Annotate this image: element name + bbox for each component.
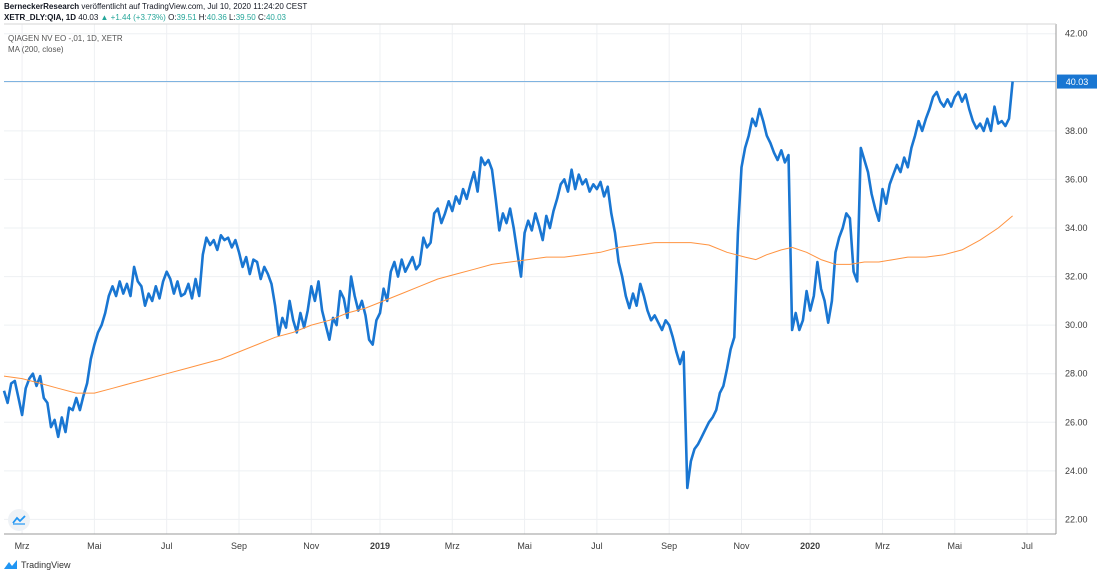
low-label: L: [229,13,236,22]
chart-legend: QIAGEN NV EO -,01, 1D, XETR MA (200, clo… [8,33,123,55]
x-tick-label: Sep [231,541,247,551]
change-value: +1.44 (+3.73%) [110,13,166,22]
publisher-name[interactable]: BerneckerResearch [4,2,80,11]
high-value: 40.36 [206,13,227,22]
y-tick-label: 30.00 [1065,320,1088,330]
x-tick-label: Mrz [445,541,460,551]
x-tick-label: Sep [661,541,677,551]
close-value: 40.03 [265,13,287,22]
low-value: 39.50 [235,13,256,22]
x-tick-label: Mai [517,541,532,551]
x-tick-label: Nov [733,541,750,551]
y-tick-label: 34.00 [1065,223,1088,233]
last-price-label-box [1057,74,1097,89]
y-tick-label: 24.00 [1065,466,1088,476]
high-label: H: [198,13,207,22]
y-tick-label: 38.00 [1065,126,1088,136]
y-tick-label: 32.00 [1065,272,1088,282]
last-price: 40.03 [78,13,99,22]
legend-ma-name[interactable]: MA (200, close) [8,45,64,54]
tradingview-logo-icon [4,560,17,569]
price-series-line[interactable] [2,81,1014,490]
y-tick-label: 26.00 [1065,417,1088,427]
footer-brand[interactable]: TradingView [4,560,71,570]
legend-series-name[interactable]: QIAGEN NV EO -,01, 1D, XETR [8,34,123,43]
footer-brand-label: TradingView [21,560,71,570]
x-tick-label: Mrz [15,541,30,551]
tradingview-badge-icon[interactable] [8,509,30,531]
close-label: C: [257,13,266,22]
ma-series-line[interactable] [3,215,1013,394]
change-arrow-icon: ▲ [100,13,109,22]
x-tick-label: Nov [303,541,320,551]
x-tick-label: Jul [1021,541,1033,551]
x-tick-label: Mai [948,541,963,551]
symbol-label[interactable]: XETR_DLY:QIA, 1D [4,13,77,22]
x-tick-label: 2019 [370,541,390,551]
x-tick-label: Jul [161,541,173,551]
y-tick-label: 36.00 [1065,174,1088,184]
last-price-label: 40.03 [1066,77,1089,87]
y-tick-label: 28.00 [1065,369,1088,379]
open-label: O: [168,13,177,22]
x-tick-label: Jul [591,541,603,551]
y-tick-label: 42.00 [1065,29,1088,39]
y-tick-label: 22.00 [1065,514,1088,524]
x-tick-label: Mrz [875,541,890,551]
published-text: veröffentlicht auf TradingView.com, Jul … [81,2,308,11]
symbol-info: XETR_DLY:QIA, 1D 40.03 ▲ +1.44 (+3.73%) … [4,13,286,22]
x-tick-label: 2020 [800,541,820,551]
publish-info: BerneckerResearch veröffentlicht auf Tra… [4,2,307,11]
x-tick-label: Mai [87,541,102,551]
open-value: 39.51 [176,13,197,22]
